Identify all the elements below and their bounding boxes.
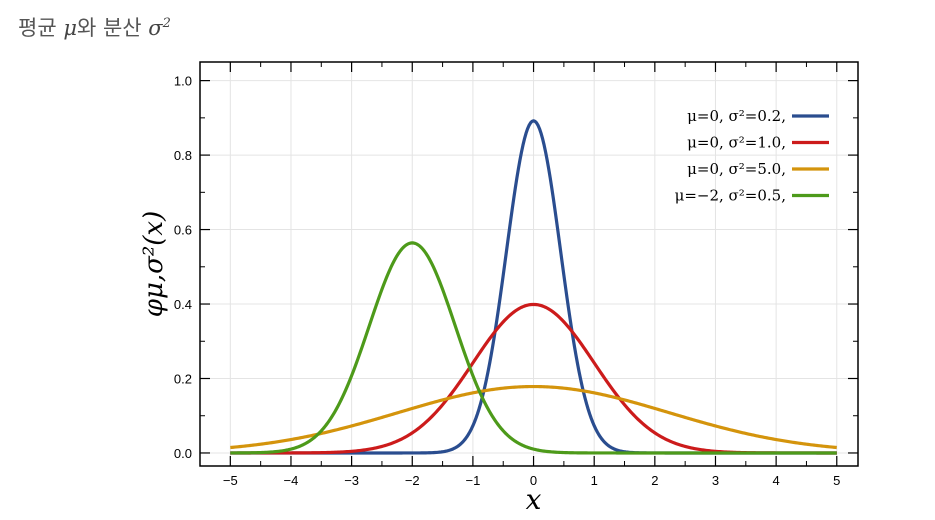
x-tick-label: −1 — [465, 473, 480, 488]
series-line-3 — [230, 384, 837, 450]
legend-entry-label: μ=0, σ²=5.0, — [687, 160, 786, 178]
title-mu-symbol: μ — [63, 16, 77, 40]
y-tick-label: 0.6 — [174, 223, 192, 238]
x-tick-label: 4 — [773, 473, 780, 488]
x-tick-label: 1 — [591, 473, 598, 488]
title-exponent: 2 — [162, 16, 171, 31]
legend-entry-label: μ=0, σ²=1.0, — [687, 134, 786, 152]
x-tick-label: −5 — [223, 473, 238, 488]
series-line-4 — [230, 241, 837, 455]
x-tick-label: −4 — [284, 473, 299, 488]
x-tick-label: −3 — [344, 473, 359, 488]
y-axis-label: φμ,σ²(x) — [139, 211, 169, 318]
plot-frame — [199, 61, 859, 467]
y-tick-label: 0.4 — [174, 297, 192, 312]
legend: μ=0, σ²=0.2, μ=0, σ²=1.0, μ=0, σ²=5.0, μ=−2… — [675, 107, 829, 205]
y-tick-label: 0.0 — [174, 446, 192, 461]
x-tick-label: 2 — [651, 473, 658, 488]
legend-entry-label: μ=0, σ²=0.2, — [687, 107, 786, 125]
y-axis-label-text: φμ,σ²(x) — [139, 211, 169, 318]
axis-ticks: −5 −4 −3 −2 −1 0 1 2 3 4 5 0.0 0.2 0.4 0.6 0.8 1.0 — [174, 62, 858, 488]
x-tick-label: −2 — [405, 473, 420, 488]
title-middle: 와 분산 — [76, 16, 149, 40]
y-tick-label: 1.0 — [174, 74, 192, 89]
y-tick-label: 0.2 — [174, 371, 192, 386]
y-tick-label: 0.8 — [174, 148, 192, 163]
legend-entry-label: μ=−2, σ²=0.5, — [675, 187, 786, 205]
x-tick-label: 0 — [530, 473, 537, 488]
page-title: 평균 μ와 분산 σ2 — [18, 12, 171, 42]
x-axis-label: x — [526, 483, 542, 516]
x-tick-label: 5 — [833, 473, 840, 488]
series-curves — [230, 119, 837, 455]
x-tick-label: 3 — [712, 473, 719, 488]
title-sigma-symbol: σ — [148, 16, 163, 40]
title-prefix: 평균 — [18, 16, 64, 40]
grid-lines — [200, 62, 858, 466]
